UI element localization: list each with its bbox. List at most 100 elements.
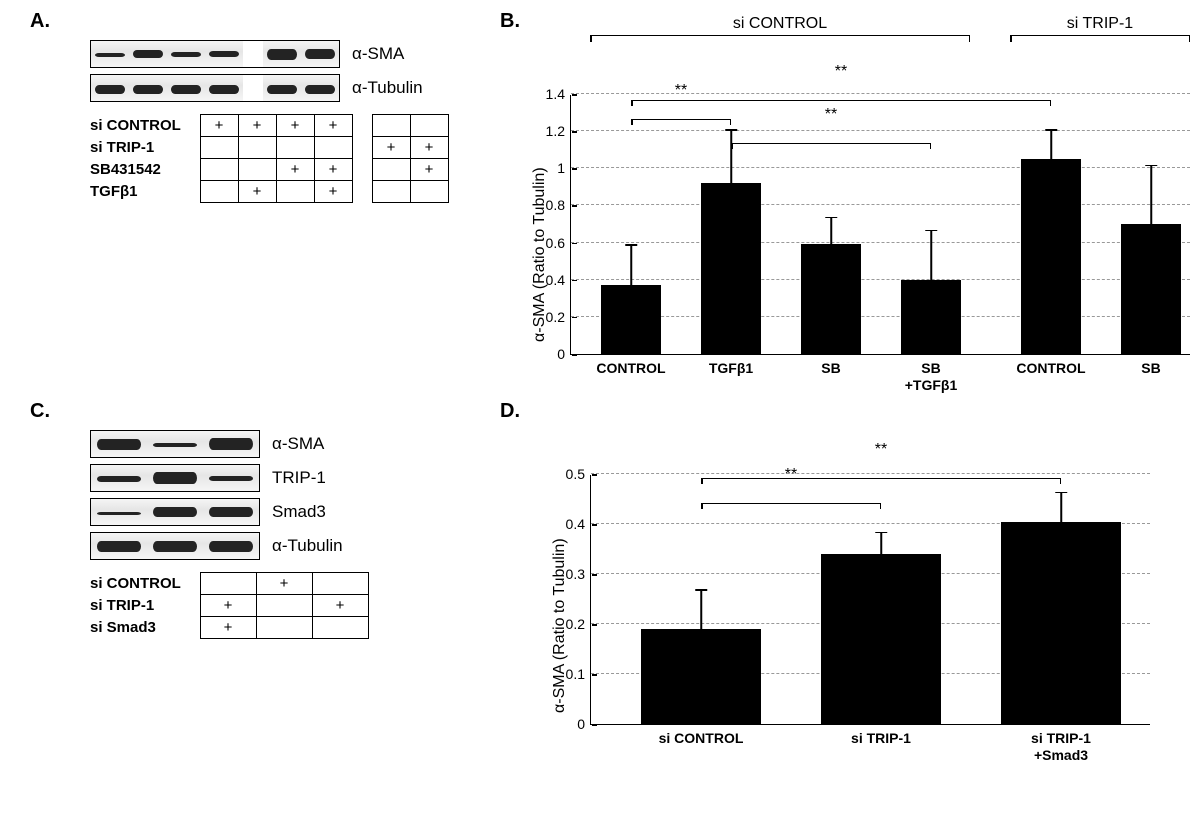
condition-cell xyxy=(352,137,372,159)
condition-cell xyxy=(312,573,368,595)
gridline xyxy=(571,316,1190,317)
x-label: CONTROL xyxy=(1006,354,1096,377)
condition-cell: + xyxy=(312,595,368,617)
group-header-label: si CONTROL xyxy=(733,15,827,36)
condition-cell: + xyxy=(200,115,238,137)
panel-b-bar-chart: si CONTROLsi TRIP-100.20.40.60.811.21.4α… xyxy=(570,35,1200,355)
y-tick: 0.4 xyxy=(546,272,571,288)
error-bar xyxy=(930,230,932,330)
blot-strip xyxy=(90,464,260,492)
y-axis-label: α-SMA (Ratio to Tubulin) xyxy=(531,167,549,342)
y-tick: 1.4 xyxy=(546,86,571,102)
gridline xyxy=(571,204,1190,205)
panel-label-c: C. xyxy=(30,400,50,423)
y-axis-label: α-SMA (Ratio to Tubulin) xyxy=(551,538,569,713)
condition-cell xyxy=(410,115,448,137)
panel-c-western-blot: α-SMA TRIP-1 Smad3 α-Tubulin si CONTROL+si T… xyxy=(90,430,460,639)
blot-label: α-SMA xyxy=(272,434,324,454)
bar xyxy=(1001,522,1121,725)
panel-label-a: A. xyxy=(30,10,50,33)
condition-row-label: si TRIP-1 xyxy=(90,137,200,159)
significance-label: ** xyxy=(835,63,847,81)
gridline xyxy=(571,130,1190,131)
group-header: si CONTROL xyxy=(590,35,970,36)
plot-area: 00.20.40.60.811.21.4α-SMA (Ratio to Tubu… xyxy=(570,95,1190,355)
condition-cell xyxy=(200,181,238,203)
blot-strip xyxy=(90,74,340,102)
group-header-label: si TRIP-1 xyxy=(1067,15,1133,36)
significance-bracket xyxy=(631,100,1051,102)
error-bar xyxy=(830,217,832,273)
condition-cell xyxy=(372,181,410,203)
bar xyxy=(821,554,941,724)
condition-row-label: si CONTROL xyxy=(90,573,200,595)
condition-cell xyxy=(200,159,238,181)
panel-label-d: D. xyxy=(500,400,520,423)
blot-label: α-Tubulin xyxy=(272,536,343,556)
condition-cell xyxy=(200,573,256,595)
condition-cell: + xyxy=(276,159,314,181)
x-label: SB+TGFβ1 xyxy=(886,354,976,394)
gridline xyxy=(571,167,1190,168)
condition-cell: + xyxy=(238,181,276,203)
condition-row-label: si CONTROL xyxy=(90,115,200,137)
blot-label: Smad3 xyxy=(272,502,326,522)
y-tick: 0 xyxy=(557,346,571,362)
condition-cell xyxy=(410,181,448,203)
condition-cell: + xyxy=(200,617,256,639)
x-label: si TRIP-1+Smad3 xyxy=(986,724,1136,764)
condition-cell xyxy=(352,115,372,137)
condition-cell xyxy=(312,617,368,639)
panel-label-b: B. xyxy=(500,10,520,33)
condition-cell: + xyxy=(410,159,448,181)
condition-cell: + xyxy=(372,137,410,159)
plot-area: 00.10.20.30.40.5α-SMA (Ratio to Tubulin)… xyxy=(590,475,1150,725)
panel-d-bar-chart: 00.10.20.30.40.5α-SMA (Ratio to Tubulin)… xyxy=(590,445,1200,725)
significance-bracket xyxy=(731,143,931,145)
blot-label: TRIP-1 xyxy=(272,468,326,488)
significance-label: ** xyxy=(825,106,837,124)
panel-a-western-blot: α-SMAα-Tubulinsi CONTROL++++si TRIP-1++S… xyxy=(90,40,460,203)
y-tick: 0.3 xyxy=(566,566,591,582)
condition-cell xyxy=(238,159,276,181)
y-tick: 0.8 xyxy=(546,197,571,213)
condition-cell: + xyxy=(200,595,256,617)
condition-cell xyxy=(372,159,410,181)
x-label: TGFβ1 xyxy=(686,354,776,377)
y-tick: 0.6 xyxy=(546,235,571,251)
condition-cell: + xyxy=(410,137,448,159)
condition-row-label: si Smad3 xyxy=(90,617,200,639)
error-bar xyxy=(880,532,882,577)
condition-cell xyxy=(256,617,312,639)
blot-label: α-SMA xyxy=(352,44,404,64)
condition-cell xyxy=(314,137,352,159)
y-tick: 1.2 xyxy=(546,123,571,139)
blot-strip xyxy=(90,430,260,458)
significance-bracket xyxy=(631,119,731,121)
condition-cell: + xyxy=(314,159,352,181)
significance-bracket xyxy=(701,503,881,505)
gridline xyxy=(571,242,1190,243)
y-tick: 0.2 xyxy=(566,616,591,632)
y-tick: 0.2 xyxy=(546,309,571,325)
condition-cell xyxy=(200,137,238,159)
y-tick: 0 xyxy=(577,716,591,732)
blot-strip xyxy=(90,40,340,68)
gridline xyxy=(571,93,1190,94)
gridline xyxy=(571,279,1190,280)
condition-cell xyxy=(256,595,312,617)
condition-table: si CONTROL++++si TRIP-1++SB431542+++TGFβ… xyxy=(90,114,449,203)
x-label: CONTROL xyxy=(586,354,676,377)
condition-row-label: SB431542 xyxy=(90,159,200,181)
gridline xyxy=(591,473,1150,474)
condition-cell: + xyxy=(256,573,312,595)
condition-table: si CONTROL+si TRIP-1++si Smad3+ xyxy=(90,572,369,639)
significance-label: ** xyxy=(675,82,687,100)
condition-row-label: TGFβ1 xyxy=(90,181,200,203)
error-bar xyxy=(630,244,632,326)
x-label: si TRIP-1 xyxy=(806,724,956,747)
blot-strip xyxy=(90,532,260,560)
y-tick: 0.4 xyxy=(566,516,591,532)
condition-cell xyxy=(276,137,314,159)
significance-label: ** xyxy=(785,466,797,484)
